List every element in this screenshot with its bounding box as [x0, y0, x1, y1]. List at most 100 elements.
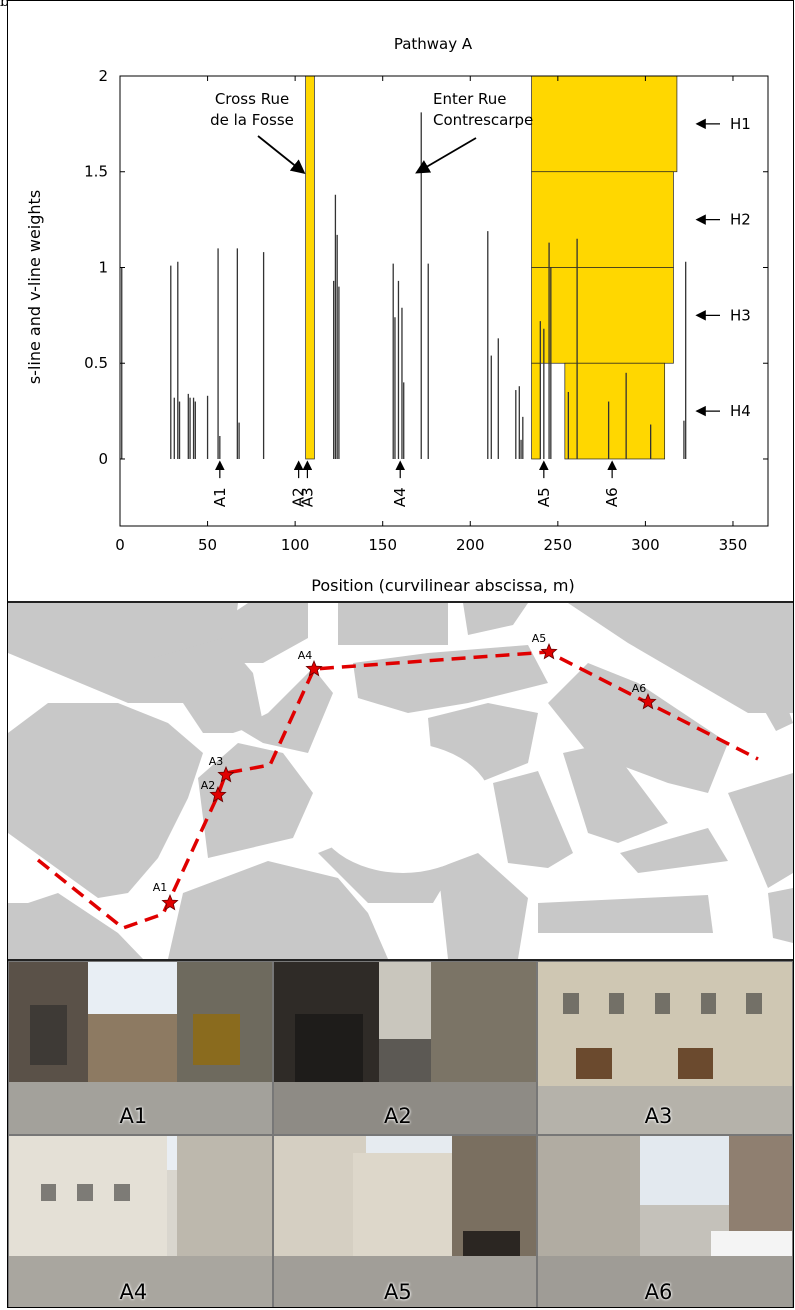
annotations: Cross Rue de la Fosse Enter Rue Contrescarp…	[210, 90, 533, 174]
panel-divider	[8, 959, 793, 961]
x-tick-label: 200	[456, 536, 485, 554]
city-blocks	[8, 603, 793, 959]
street-photo: A2	[273, 961, 537, 1135]
photo-label: A5	[384, 1280, 412, 1304]
annotation-text: Enter Rue	[433, 90, 507, 108]
street-photo: A6	[537, 1135, 793, 1307]
annotation-text: de la Fosse	[210, 111, 294, 129]
x-tick-label: 350	[719, 536, 748, 554]
h-marker-label: H3	[730, 306, 751, 324]
stop-label: A5	[532, 632, 547, 645]
street-photo: A1	[8, 961, 273, 1135]
x-axis-label: Position (curvilinear abscissa, m)	[311, 576, 574, 595]
stop-star-icon	[209, 785, 227, 803]
stop-label: A2	[201, 779, 216, 792]
vertical-lines-layer	[121, 112, 687, 459]
x-tick-label: 150	[368, 536, 397, 554]
x-tick-label: 300	[631, 536, 660, 554]
position-marker-label: A5	[535, 487, 553, 507]
photo-label: A3	[644, 1104, 673, 1128]
street-photo: A4	[8, 1135, 273, 1307]
position-marker-label: A6	[603, 487, 621, 507]
h-marker-label: H1	[730, 115, 751, 133]
yellow-block	[531, 171, 674, 268]
x-tick-label: 100	[281, 536, 310, 554]
x-tick-label: 50	[198, 536, 217, 554]
building-block	[353, 645, 548, 713]
yellow-block	[564, 362, 666, 460]
y-tick-label: 0.5	[84, 354, 108, 372]
photo-label: A6	[644, 1280, 673, 1304]
pathway-map: A1 A2 A3 A4 A5 A6	[8, 603, 793, 959]
y-axis-label: s-line and v-line weights	[25, 190, 44, 384]
y-axis-ticks: 0 0.5 1 1.5 2	[84, 67, 768, 468]
y-tick-label: 1	[98, 258, 108, 276]
stop-star-icon	[639, 692, 657, 710]
building-block	[338, 603, 448, 645]
yellow-block	[531, 267, 674, 364]
annotation-text: Cross Rue	[215, 90, 289, 108]
building-block	[768, 888, 793, 943]
stop-star-icon	[217, 765, 235, 783]
map-svg: A1 A2 A3 A4 A5 A6	[8, 603, 793, 959]
stop-star-icon	[161, 893, 179, 911]
street-photo: A5	[273, 1135, 537, 1307]
annotation-arrow	[257, 135, 306, 174]
yellow-blocks-layer	[305, 75, 678, 460]
chart-title: Pathway A	[394, 35, 473, 53]
yellow-block	[531, 75, 678, 173]
figure-panel-letter: b	[0, 0, 9, 10]
building-block	[493, 771, 573, 868]
annotation-text: Contrescarpe	[433, 111, 533, 129]
y-tick-label: 0	[98, 450, 108, 468]
building-block	[620, 828, 728, 873]
stop-label: A1	[153, 881, 168, 894]
building-block	[8, 938, 68, 959]
yellow-block	[305, 75, 315, 460]
h-marker-label: H2	[730, 211, 751, 229]
y-tick-label: 2	[98, 67, 108, 85]
photo-label: A1	[119, 1104, 148, 1128]
weights-chart-panel: 0 50 100 150 200 250 300 350 0 0.5 1 1.5 2 A1 A2 A3 A4…	[8, 1, 793, 601]
building-block	[568, 603, 793, 713]
stop-label: A3	[209, 755, 224, 768]
figure-frame: 0 50 100 150 200 250 300 350 0 0.5 1 1.5 2 A1 A2 A3 A4…	[7, 0, 794, 1308]
h-markers: H1 H2 H3 H4	[695, 115, 751, 420]
stop-label: A4	[298, 649, 313, 662]
building-block	[238, 668, 333, 753]
building-block	[8, 703, 203, 898]
building-block	[548, 663, 728, 793]
street-photo: A3	[537, 961, 793, 1135]
route-stops: A1 A2 A3 A4 A5 A6	[153, 632, 657, 911]
building-block	[728, 773, 793, 888]
x-tick-label: 250	[544, 536, 573, 554]
annotation-arrow	[415, 137, 477, 174]
building-block	[463, 603, 528, 635]
x-tick-label: 0	[115, 536, 125, 554]
building-block	[563, 743, 668, 843]
building-block	[438, 853, 528, 959]
position-marker-label: A3	[298, 487, 316, 507]
h-marker-label: H4	[730, 402, 751, 420]
plot-area-frame	[119, 75, 769, 527]
position-marker-label: A1	[211, 487, 229, 507]
photo-label: A2	[384, 1104, 412, 1128]
photo-label: A4	[119, 1280, 148, 1304]
building-block	[763, 703, 793, 731]
building-block	[538, 895, 713, 933]
square-open-space	[313, 743, 493, 873]
panel-divider	[8, 601, 793, 603]
stop-star-icon	[305, 659, 323, 677]
stop-star-icon	[540, 642, 558, 660]
position-marker-label: A2	[290, 487, 308, 507]
yellow-block	[531, 362, 541, 460]
y-tick-label: 1.5	[84, 163, 108, 181]
stop-label: A6	[632, 682, 647, 695]
building-block	[168, 861, 388, 959]
building-block	[153, 638, 263, 733]
street-photo-grid: A1 A2 A3	[8, 961, 793, 1307]
x-axis-ticks: 0 50 100 150 200 250 300 350	[115, 76, 747, 554]
position-marker-label: A4	[391, 487, 409, 507]
